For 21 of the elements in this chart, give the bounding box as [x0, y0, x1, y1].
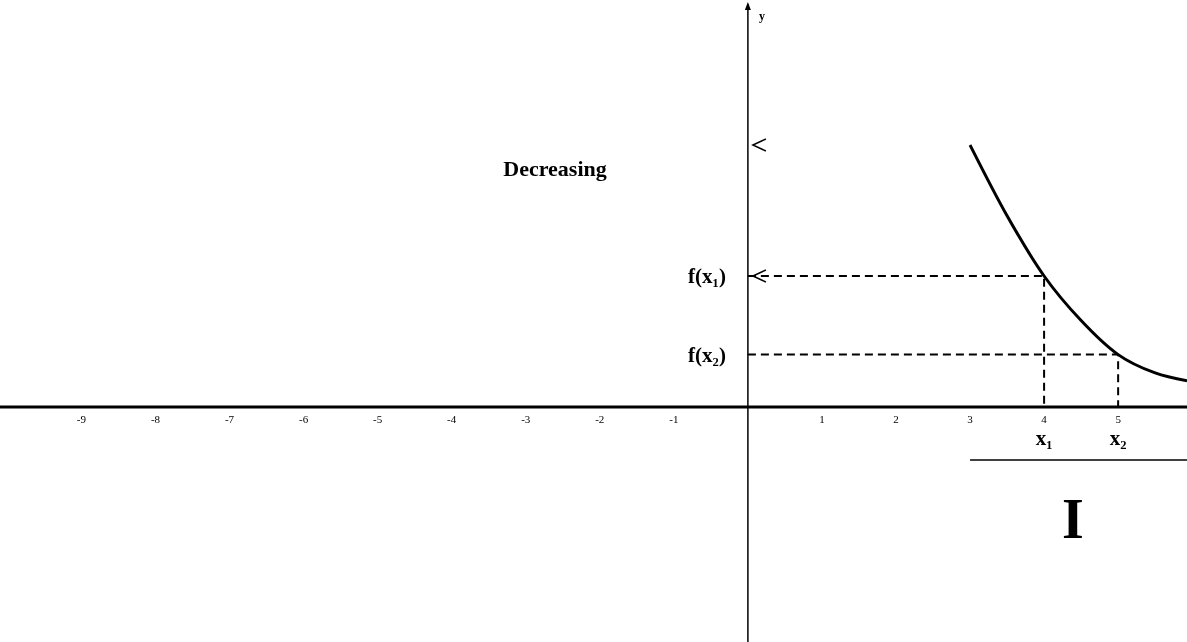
x-tick-label: 4: [1041, 412, 1048, 425]
annotation: f(x₂): [688, 342, 726, 367]
annotation: x₂: [1109, 426, 1127, 450]
x-tick-label: -2: [595, 412, 605, 425]
x-tick-label: -9: [76, 412, 87, 425]
x-tick-label: -3: [521, 412, 531, 425]
x-tick-label: -6: [299, 412, 309, 425]
text: I: [1062, 488, 1084, 550]
x-tick-label: 2: [893, 412, 899, 425]
x-tick-label: 3: [967, 412, 974, 425]
x-tick-label: -1: [669, 412, 679, 425]
annotation: x₁: [1035, 426, 1053, 450]
annotation: f(x₁): [688, 264, 726, 288]
x-tick-label: 1: [819, 412, 825, 425]
x-tick-label: 5: [1115, 412, 1122, 425]
x-tick-label: -7: [224, 412, 235, 425]
x-tick-label: -4: [447, 412, 457, 425]
x-tick-label: -8: [150, 412, 161, 425]
x-tick-label: -5: [373, 412, 383, 425]
annotation: Decreasing: [503, 156, 607, 181]
text: y: [759, 9, 765, 23]
